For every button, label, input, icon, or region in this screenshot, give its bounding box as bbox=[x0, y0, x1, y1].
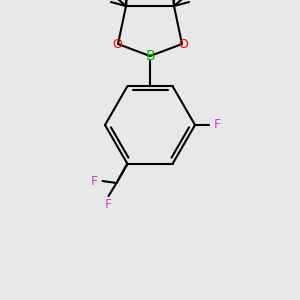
Text: B: B bbox=[145, 49, 155, 63]
Text: O: O bbox=[178, 38, 188, 50]
Text: F: F bbox=[91, 175, 98, 188]
Text: F: F bbox=[213, 118, 220, 131]
Text: F: F bbox=[105, 197, 112, 211]
Text: O: O bbox=[112, 38, 122, 50]
